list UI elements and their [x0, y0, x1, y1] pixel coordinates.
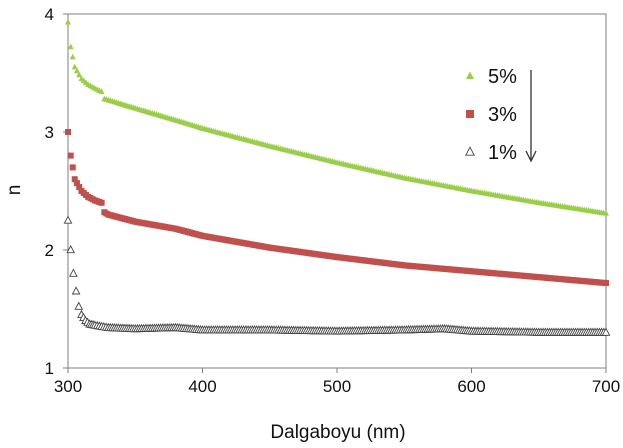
data-point — [73, 180, 80, 187]
data-point — [601, 327, 611, 336]
plot-frame — [67, 13, 607, 369]
data-point — [63, 215, 73, 224]
data-point — [71, 63, 78, 70]
series-3 — [63, 215, 611, 336]
legend-arrow-head — [525, 150, 537, 163]
axes: 300 400 500 600 700 1 2 3 4 — [45, 5, 621, 396]
legend-marker — [466, 71, 474, 79]
legend-label: 1% — [488, 142, 517, 164]
data-point — [69, 53, 76, 60]
data-point — [67, 43, 74, 50]
data-point — [65, 129, 71, 135]
data-point — [71, 286, 81, 295]
y-tick-label: 4 — [45, 5, 54, 24]
legend-marker — [465, 146, 475, 156]
y-tick-label: 1 — [45, 359, 54, 378]
y-tick-label: 2 — [45, 241, 54, 260]
data-point — [69, 164, 76, 171]
x-tick-label: 500 — [323, 377, 351, 396]
data-point — [65, 18, 71, 25]
data-point — [74, 301, 84, 310]
data-point — [603, 280, 609, 287]
series-layer — [63, 18, 611, 336]
legend-label: 5% — [488, 66, 517, 88]
x-tick-label: 300 — [54, 377, 82, 396]
data-point — [603, 209, 609, 216]
data-point — [67, 152, 74, 159]
legend-marker — [466, 110, 474, 118]
data-point — [76, 184, 83, 191]
data-point — [71, 176, 78, 183]
series-1 — [65, 18, 609, 216]
y-tick-label: 3 — [45, 123, 54, 142]
data-point — [69, 268, 78, 277]
x-tick-label: 700 — [592, 377, 620, 396]
x-axis-title: Dalgaboyu (nm) — [270, 422, 405, 443]
legend-label: 3% — [488, 104, 517, 126]
y-axis-title: n — [4, 185, 25, 196]
series-2 — [65, 129, 609, 287]
x-tick-label: 600 — [457, 377, 485, 396]
data-point — [98, 88, 105, 95]
x-tick-label: 400 — [188, 377, 216, 396]
data-point — [76, 71, 83, 78]
legend: 5% 3% 1% — [465, 66, 537, 164]
data-point — [66, 244, 76, 254]
data-point — [73, 67, 80, 74]
data-point — [98, 199, 105, 206]
